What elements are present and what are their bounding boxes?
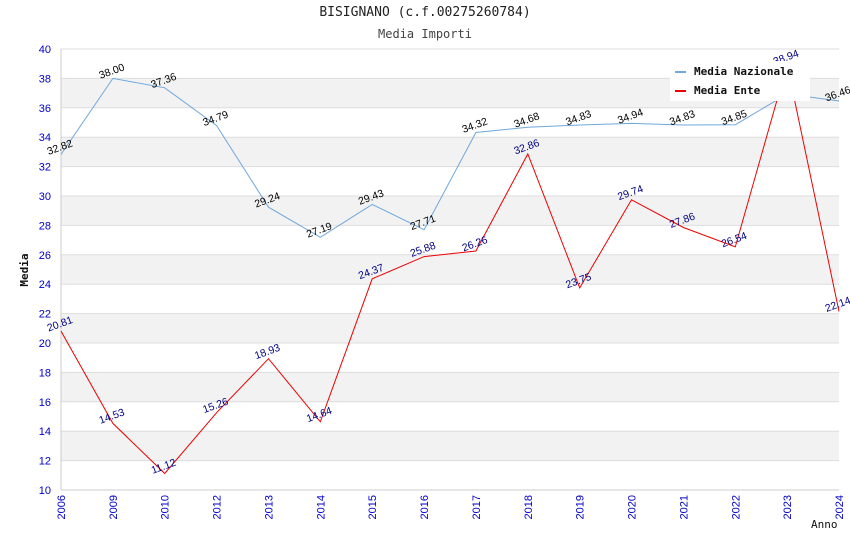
legend: Media Nazionale Media Ente [670, 61, 810, 101]
legend-box [670, 61, 810, 101]
x-tick-label: 2009 [108, 495, 120, 519]
chart-subtitle: Media Importi [378, 27, 472, 41]
y-tick-label: 28 [39, 220, 51, 232]
x-tick-label: 2020 [627, 495, 639, 519]
x-tick-label: 2024 [834, 495, 846, 519]
grid-band [61, 137, 839, 167]
y-tick-label: 22 [39, 309, 51, 321]
grid-bands [61, 78, 839, 461]
grid-band [61, 372, 839, 402]
y-tick-label: 12 [39, 456, 51, 468]
x-tick-labels: 2006 2009 2010 2012 2013 2014 2015 2016 2017 2018… [56, 495, 846, 519]
x-tick-label: 2017 [471, 495, 483, 519]
y-tick-label: 26 [39, 250, 51, 262]
x-tick-label: 2019 [575, 495, 587, 519]
x-tick-label: 2013 [263, 495, 275, 519]
axes [60, 49, 839, 491]
data-label: 34.32 [461, 115, 490, 135]
y-tick-label: 40 [39, 44, 51, 56]
x-tick-label: 2015 [367, 495, 379, 519]
y-tick-label: 36 [39, 103, 51, 115]
grid-band [61, 313, 839, 343]
data-label: 14.53 [97, 406, 126, 426]
y-tick-label: 24 [39, 279, 51, 291]
data-label: 18.93 [253, 342, 282, 362]
y-tick-label: 16 [39, 397, 51, 409]
x-tick-label: 2018 [523, 495, 535, 519]
y-tick-label: 14 [39, 426, 51, 438]
legend-label-media-ente: Media Ente [694, 84, 761, 97]
x-tick-label: 2016 [419, 495, 431, 519]
x-tick-label: 2023 [782, 495, 794, 519]
y-tick-label: 30 [39, 191, 51, 203]
y-tick-label: 32 [39, 162, 51, 174]
y-tick-label: 20 [39, 338, 51, 350]
y-tick-label: 18 [39, 367, 51, 379]
legend-label-media-nazionale: Media Nazionale [694, 65, 794, 78]
data-label: 22.14 [824, 295, 850, 315]
y-tick-label: 38 [39, 73, 51, 85]
data-label: 34.79 [201, 109, 230, 129]
grid-lines [61, 48, 839, 491]
chart-title: BISIGNANO (c.f.00275260784) [319, 5, 531, 20]
y-tick-labels: 10 12 14 16 18 20 22 24 26 28 30 32 34 36 38 40 [39, 44, 51, 497]
y-axis-label: Media [18, 253, 31, 286]
y-tick-label: 34 [39, 132, 51, 144]
grid-band [61, 254, 839, 285]
series-line-media-nazionale [60, 77, 840, 238]
x-tick-label: 2010 [160, 495, 172, 519]
y-tick-label: 10 [39, 485, 51, 497]
grid-band [61, 431, 839, 461]
x-tick-label: 2022 [730, 495, 742, 519]
grid-band [61, 196, 839, 226]
x-tick-label: 2021 [678, 495, 690, 519]
x-tick-label: 2012 [212, 495, 224, 519]
series-line-media-ente [60, 64, 840, 475]
x-axis-label: Anno [811, 518, 838, 531]
data-label: 26.54 [720, 230, 749, 250]
series-lines [60, 64, 840, 475]
x-tick-label: 2014 [315, 495, 327, 519]
x-tick-label: 2006 [56, 495, 68, 519]
